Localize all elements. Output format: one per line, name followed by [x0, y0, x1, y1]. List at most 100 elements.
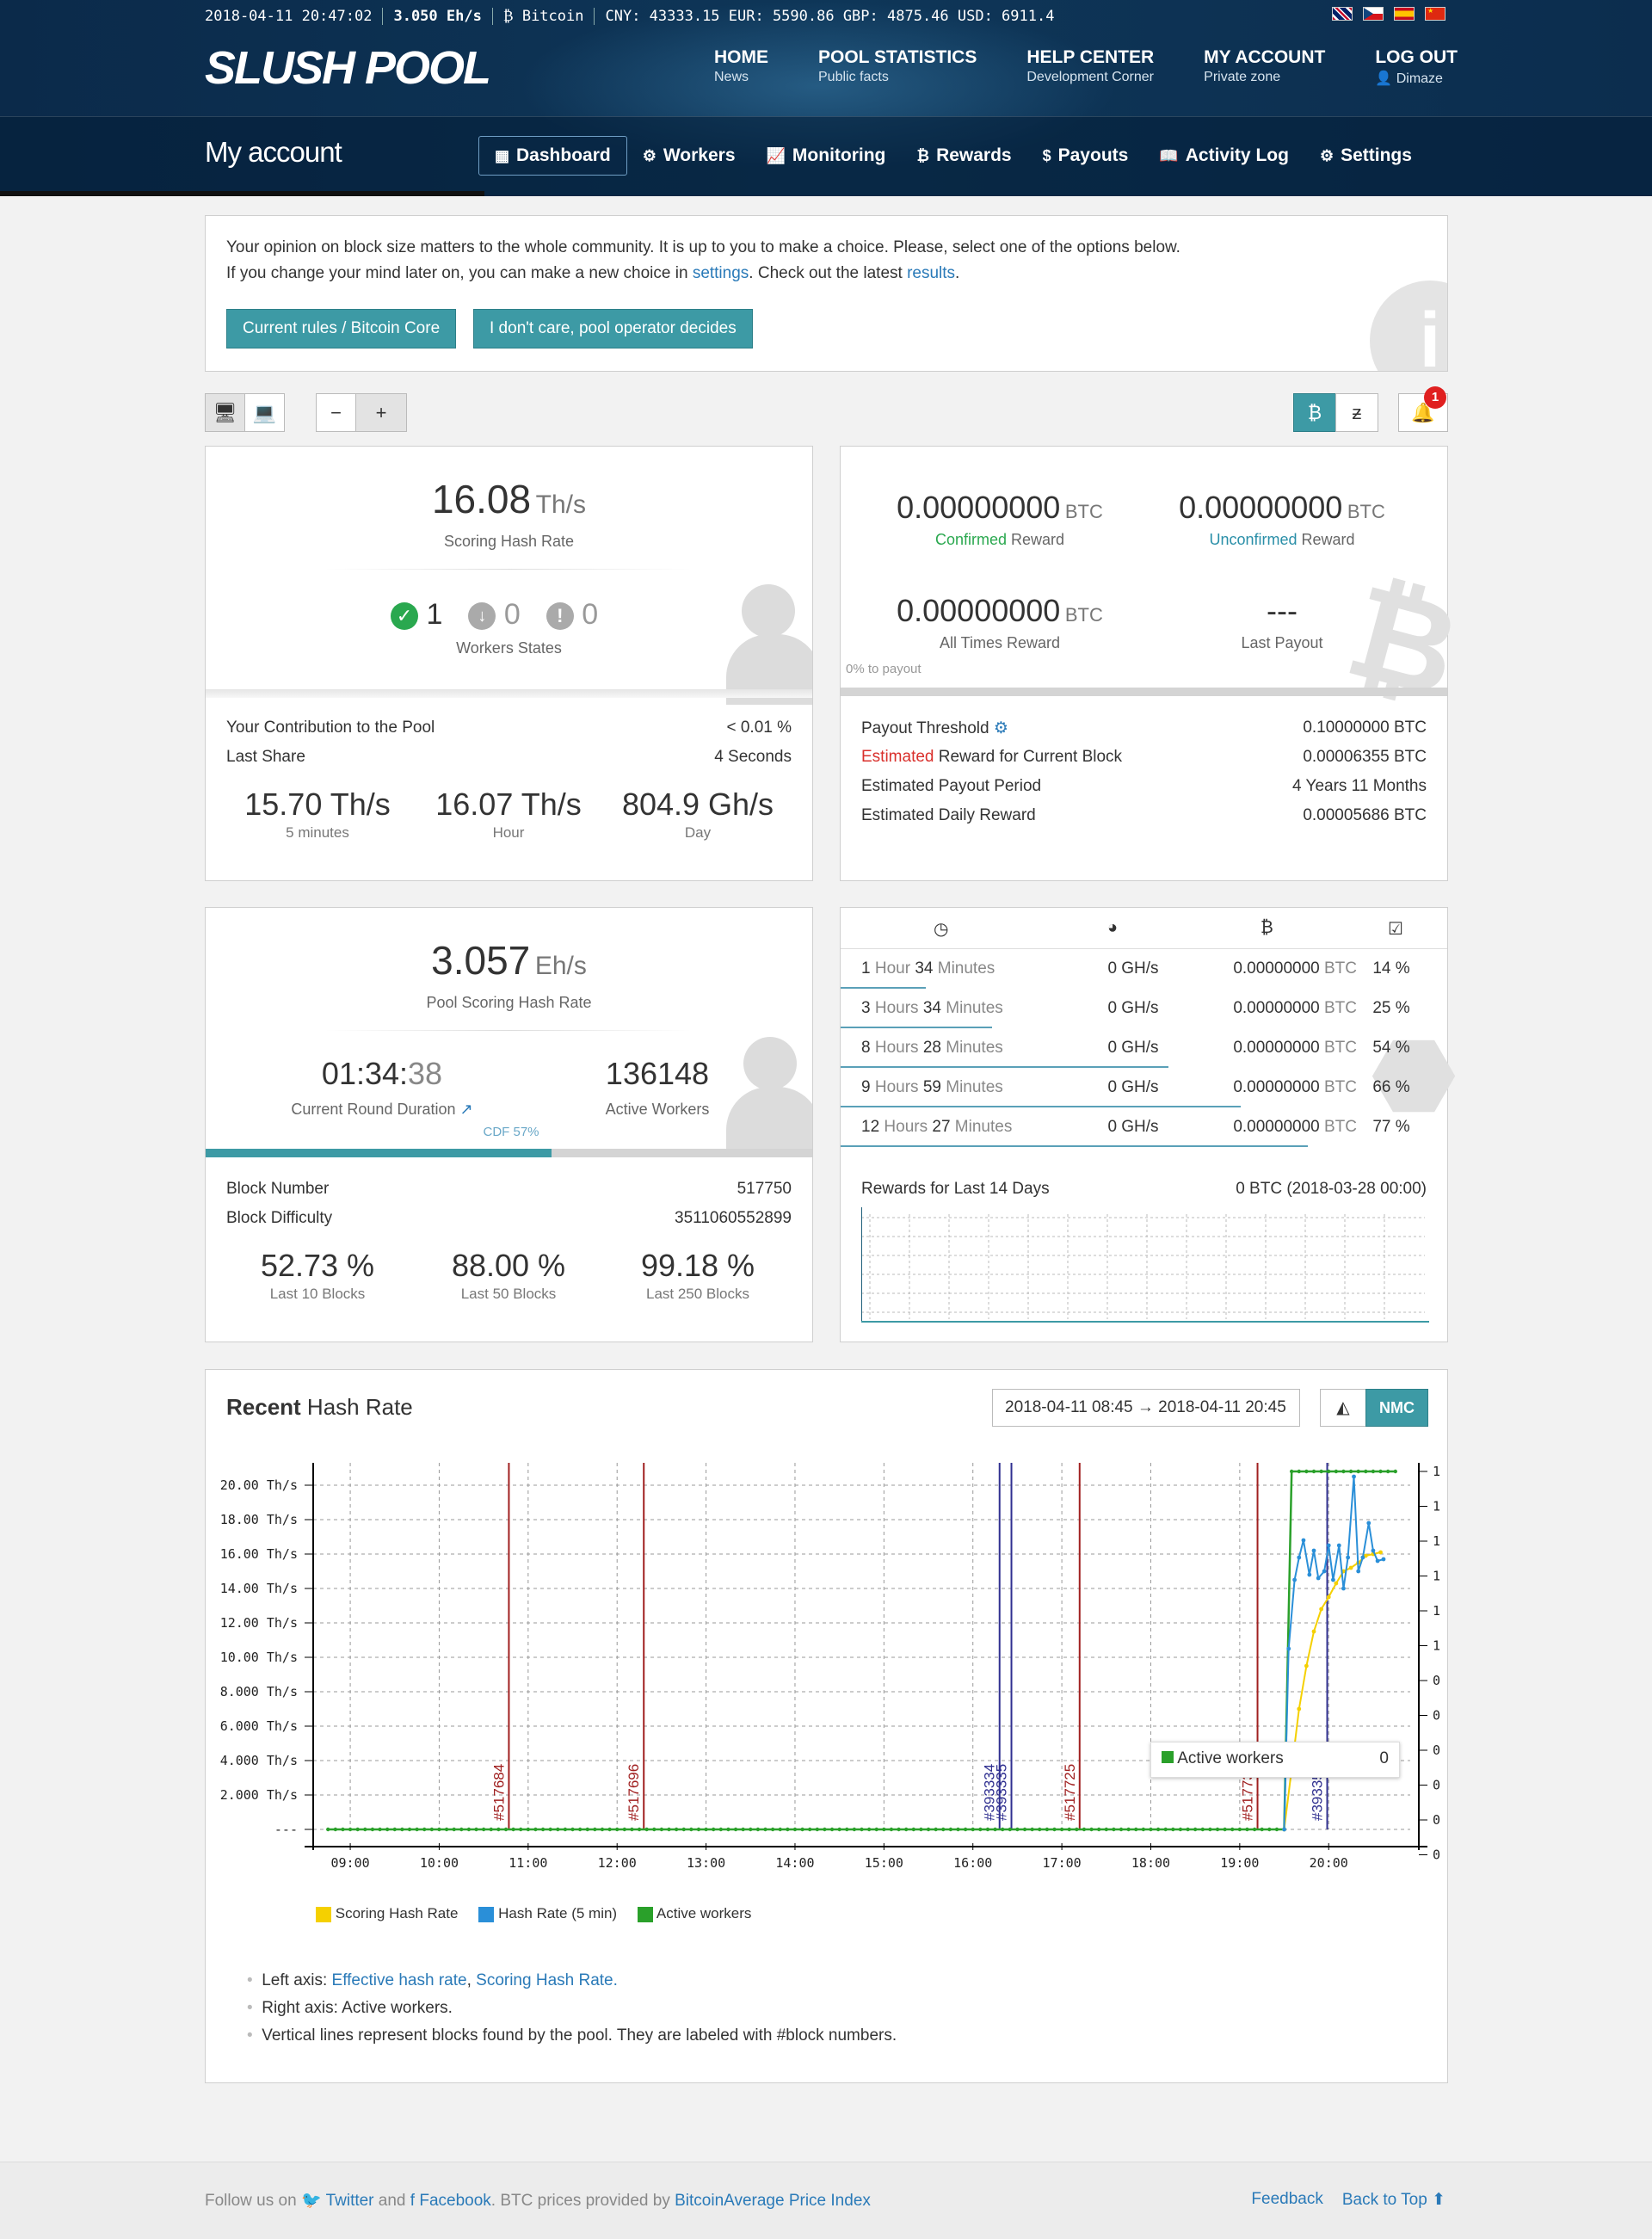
- chart-tooltip: Active workers 0: [1150, 1742, 1400, 1778]
- last-250-blocks-value: 99.18 %: [640, 1248, 755, 1283]
- back-to-top-link[interactable]: Back to Top ⬆: [1342, 2190, 1446, 2210]
- hashrate-5min-point: [1301, 1538, 1306, 1543]
- zoom-in-button[interactable]: +: [355, 393, 407, 432]
- scoring-point: [1319, 1607, 1324, 1612]
- active-workers-point: [903, 1827, 909, 1832]
- external-link-icon[interactable]: ↗: [459, 1101, 473, 1118]
- worker-state-low[interactable]: ↓ 0: [468, 598, 521, 632]
- block-label: #517725: [1062, 1764, 1078, 1821]
- legend-scoring[interactable]: Scoring Hash Rate: [316, 1905, 458, 1922]
- twitter-link[interactable]: 🐦 Twitter: [301, 2192, 374, 2210]
- worker-state-off[interactable]: ! 0: [546, 598, 598, 632]
- round-dur-b: Hours: [870, 1039, 923, 1057]
- tab-activity-log[interactable]: 📖 Activity Log: [1143, 136, 1304, 176]
- worker-state-ok[interactable]: ✓ 1: [391, 598, 442, 632]
- scoring-point: [1334, 1581, 1339, 1586]
- round-duration: 3 Hours 34 Minutes: [841, 999, 1082, 1018]
- results-link[interactable]: results: [907, 264, 956, 282]
- scoring-hashrate-label: Scoring Hash Rate: [443, 533, 575, 550]
- notice-line2: If you change your mind later on, you ca…: [226, 261, 959, 287]
- active-workers-point: [341, 1827, 345, 1832]
- tooltip-label: Active workers: [1177, 1749, 1284, 1767]
- flag-uk-icon[interactable]: [1332, 7, 1353, 21]
- round-progress-bar: [841, 1027, 993, 1028]
- active-workers-point: [978, 1827, 983, 1832]
- effective-hashrate-link[interactable]: Effective hash rate: [331, 1971, 467, 1989]
- active-workers-point: [956, 1827, 960, 1832]
- round-reward: 0.00000000 BTC: [1185, 1039, 1357, 1058]
- round-row[interactable]: 8 Hours 28 Minutes 0 GH/s 0.00000000 BTC 54…: [841, 1028, 1447, 1068]
- tab-dashboard[interactable]: ▦ Dashboard: [478, 136, 627, 176]
- nav-help-center[interactable]: HELP CENTER Development Corner: [1026, 47, 1154, 87]
- operator-decides-button[interactable]: I don't care, pool operator decides: [473, 309, 753, 348]
- active-workers-point: [897, 1827, 901, 1832]
- flag-czech-icon[interactable]: [1363, 7, 1384, 21]
- round-row[interactable]: 9 Hours 59 Minutes 0 GH/s 0.00000000 BTC 66…: [841, 1068, 1447, 1107]
- date-range-input[interactable]: 2018-04-11 08:45 → 2018-04-11 20:45: [992, 1389, 1300, 1427]
- top-navigation: HOME News POOL STATISTICS Public facts H…: [714, 47, 1458, 87]
- facebook-link[interactable]: f Facebook: [410, 2192, 491, 2210]
- pool-hashrate-value: 3.057: [431, 938, 531, 983]
- nav-pool-statistics[interactable]: POOL STATISTICS Public facts: [818, 47, 977, 87]
- active-workers-point: [1208, 1827, 1212, 1832]
- plus-icon: +: [375, 401, 387, 423]
- tab-settings[interactable]: ⚙ Settings: [1304, 136, 1427, 176]
- settings-link[interactable]: settings: [692, 264, 749, 282]
- active-workers-point: [1252, 1827, 1257, 1832]
- note-left-axis: • Left axis: Effective hash rate, Scorin…: [247, 1971, 618, 1989]
- rewards-14-sparkline: [861, 1207, 1429, 1323]
- threshold-label: Payout Threshold ⚙: [861, 719, 1008, 738]
- round-row[interactable]: 12 Hours 27 Minutes 0 GH/s 0.00000000 BTC 7…: [841, 1107, 1447, 1147]
- zoom-out-button[interactable]: −: [316, 393, 356, 432]
- tab-payouts[interactable]: $ Payouts: [1027, 136, 1144, 176]
- round-row[interactable]: 3 Hours 34 Minutes 0 GH/s 0.00000000 BTC 25…: [841, 989, 1447, 1028]
- account-tabs: ▦ Dashboard ⚙ Workers 📈 Monitoring ₿ Rewards…: [478, 136, 1427, 176]
- flag-spain-icon[interactable]: [1394, 7, 1415, 21]
- bitcoinaverage-link[interactable]: BitcoinAverage Price Index: [675, 2192, 871, 2210]
- slush-pool-logo[interactable]: SLUSH POOL: [205, 42, 491, 94]
- feedback-link[interactable]: Feedback: [1251, 2190, 1323, 2208]
- right-y-tick-label: 1: [1433, 1638, 1440, 1654]
- last-share-value: 4 Seconds: [714, 748, 792, 766]
- active-workers-point: [385, 1827, 390, 1832]
- note-vertical-lines: • Vertical lines represent blocks found …: [247, 2026, 897, 2045]
- nav-my-account-title: MY ACCOUNT: [1204, 47, 1326, 67]
- last-payout-value: ---: [1267, 593, 1298, 628]
- nav-log-out[interactable]: LOG OUT 👤 Dimaze: [1375, 47, 1458, 87]
- active-workers-point: [370, 1827, 375, 1832]
- active-workers-point: [607, 1827, 612, 1832]
- gear-icon[interactable]: ⚙: [993, 719, 1008, 737]
- workers-states-label: Workers States: [456, 639, 562, 657]
- page-title: My account: [205, 136, 342, 168]
- flag-china-icon[interactable]: ★: [1425, 7, 1446, 21]
- footer-and: and: [373, 2192, 410, 2210]
- reward-panel: ₿ 0.00000000 BTC Confirmed Reward 0.0000…: [840, 446, 1473, 881]
- round-dur-a: 12: [861, 1118, 880, 1136]
- legend-hashrate-5min[interactable]: Hash Rate (5 min): [478, 1905, 617, 1922]
- y-tick-label: 4.000 Th/s: [220, 1753, 298, 1768]
- laptop-view-button[interactable]: 💻: [244, 393, 285, 432]
- active-workers-point: [786, 1827, 790, 1832]
- bitcoin-core-button[interactable]: Current rules / Bitcoin Core: [226, 309, 457, 348]
- zcash-currency-button[interactable]: ƶ: [1335, 393, 1378, 432]
- nmc-toggle-button[interactable]: NMC: [1365, 1389, 1428, 1427]
- ticker-coin[interactable]: Bitcoin: [521, 8, 584, 25]
- active-workers-point: [1348, 1469, 1353, 1474]
- nav-home[interactable]: HOME News: [714, 47, 768, 87]
- active-workers-point: [934, 1827, 938, 1832]
- block-difficulty-value: 3511060552899: [675, 1209, 792, 1227]
- tab-workers[interactable]: ⚙ Workers: [627, 136, 751, 176]
- bitcoin-currency-button[interactable]: ₿: [1293, 393, 1336, 432]
- round-row[interactable]: 1 Hour 34 Minutes 0 GH/s 0.00000000 BTC 14 …: [841, 949, 1447, 989]
- area-chart-toggle[interactable]: ◭: [1320, 1389, 1366, 1427]
- tab-monitoring[interactable]: 📈 Monitoring: [751, 136, 902, 176]
- nav-my-account[interactable]: MY ACCOUNT Private zone: [1204, 47, 1325, 87]
- legend-active-workers[interactable]: Active workers: [638, 1905, 751, 1922]
- active-workers-point: [630, 1827, 634, 1832]
- active-workers-point: [563, 1827, 568, 1832]
- round-dur-b: Hours: [870, 999, 923, 1017]
- tab-rewards[interactable]: ₿ Rewards: [901, 136, 1026, 176]
- scoring-hashrate-link[interactable]: Scoring Hash Rate: [476, 1971, 613, 1989]
- round-reward-value: 0.00000000: [1233, 1118, 1320, 1136]
- desktop-view-button[interactable]: 🖥: [205, 393, 245, 432]
